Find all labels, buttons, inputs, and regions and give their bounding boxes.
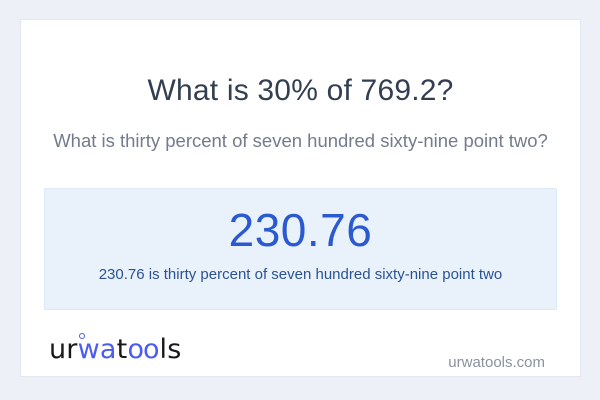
logo-wa-wrap: wa bbox=[77, 333, 117, 365]
logo-text-ls: ls bbox=[159, 334, 182, 365]
logo-glasses-icon: oo bbox=[127, 334, 159, 365]
logo-text-wa: wa bbox=[77, 334, 117, 365]
logo-text-ur: ur bbox=[49, 334, 78, 365]
logo-text-t: t bbox=[116, 334, 128, 365]
logo-ring-icon bbox=[78, 333, 85, 339]
question-title: What is 30% of 769.2? bbox=[147, 74, 454, 107]
answer-sentence: 230.76 is thirty percent of seven hundre… bbox=[98, 265, 503, 283]
answer-value: 230.76 bbox=[228, 204, 373, 256]
question-subtitle: What is thirty percent of seven hundred … bbox=[53, 130, 548, 151]
site-domain: urwatools.com bbox=[448, 354, 545, 371]
result-card: What is 30% of 769.2? What is thirty per… bbox=[20, 19, 581, 377]
site-logo[interactable]: ur watools bbox=[49, 333, 182, 365]
answer-panel: 230.76 230.76 is thirty percent of seven… bbox=[44, 188, 557, 310]
